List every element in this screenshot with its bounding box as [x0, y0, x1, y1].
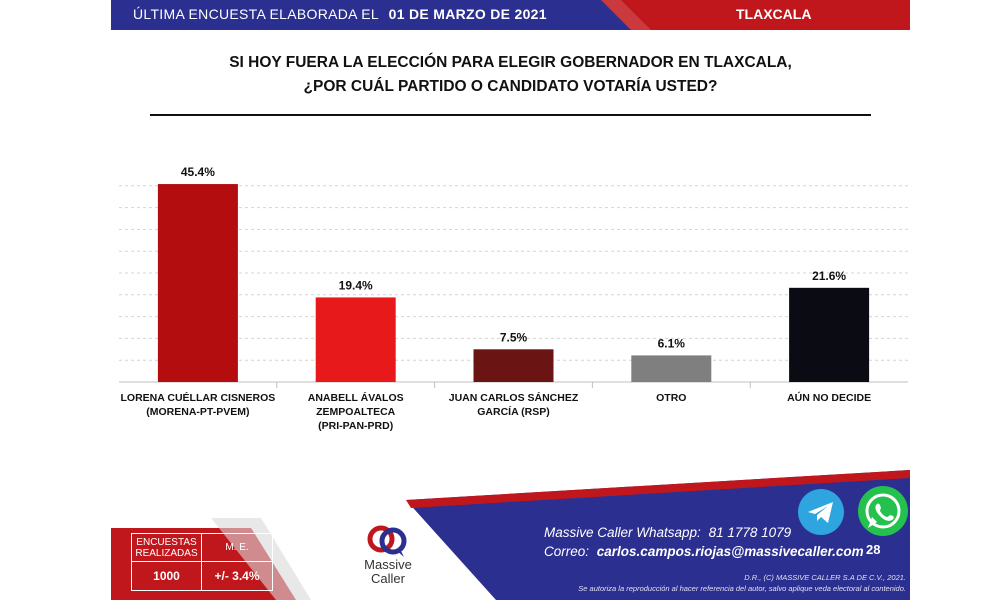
data-label-2: 19.4%: [339, 278, 373, 292]
bar-1: [157, 184, 238, 382]
header-text: ÚLTIMA ENCUESTA ELABORADA EL 01 DE MARZO…: [133, 6, 547, 22]
header-date: 01 DE MARZO DE 2021: [388, 6, 547, 22]
whatsapp-label: Massive Caller Whatsapp:: [544, 525, 701, 540]
category-label-2-line-2: ZEMPOALTECA: [316, 406, 396, 418]
page-number: 28: [866, 542, 881, 557]
bar-4: [631, 355, 712, 382]
email-link[interactable]: carlos.campos.riojas@massivecaller.com: [596, 544, 864, 559]
brand-line-2: Caller: [371, 571, 405, 586]
category-label-1-line-2: (MORENA-PT-PVEM): [146, 406, 249, 418]
question-title: SI HOY FUERA LA ELECCIÓN PARA ELEGIR GOB…: [111, 51, 910, 99]
header-region: TLAXCALA: [736, 6, 812, 22]
survey-count-header: ENCUESTAS REALIZADAS: [132, 534, 202, 562]
margin-error-header: M. E.: [202, 534, 272, 562]
category-label-1-line-1: LORENA CUÉLLAR CISNEROS: [121, 391, 276, 404]
category-label-3-line-1: JUAN CARLOS SÁNCHEZ: [449, 391, 579, 404]
question-line-2: ¿POR CUÁL PARTIDO O CANDIDATO VOTARÍA US…: [303, 78, 718, 95]
bar-chart: 45.4% LORENA CUÉLLAR CISNEROS (MORENA-PT-P…: [119, 165, 908, 432]
copyright: D.R., (C) MASSIVE CALLER S.A DE C.V., 20…: [744, 573, 906, 582]
category-label-5-line-1: AÚN NO DECIDE: [787, 391, 871, 404]
data-label-5: 21.6%: [812, 269, 846, 283]
header-prefix: ÚLTIMA ENCUESTA ELABORADA EL: [133, 6, 379, 22]
email-label: Correo:: [544, 544, 590, 559]
category-label-2-line-3: (PRI-PAN-PRD): [318, 420, 393, 432]
survey-count-header-line1: ENCUESTAS: [136, 537, 197, 548]
data-label-1: 45.4%: [181, 165, 215, 179]
bar-3: [473, 349, 554, 382]
disclaimer: Se autoriza la reproducción al hacer ref…: [578, 584, 906, 593]
data-label-4: 6.1%: [658, 336, 686, 350]
header-banner: [111, 0, 910, 30]
massive-caller-logo: [367, 525, 407, 557]
survey-count-header-line2: REALIZADAS: [135, 548, 198, 559]
brand-name: Massive Caller: [349, 558, 427, 586]
legal-text: D.R., (C) MASSIVE CALLER S.A DE C.V., 20…: [491, 572, 906, 594]
margin-error-value: +/- 3.4%: [214, 569, 260, 583]
question-line-1: SI HOY FUERA LA ELECCIÓN PARA ELEGIR GOB…: [229, 54, 792, 71]
footer-right-shape: [406, 470, 910, 600]
brand-line-1: Massive: [364, 557, 412, 572]
telegram-icon[interactable]: [797, 488, 845, 536]
bar-5: [789, 287, 870, 382]
whatsapp-line: Massive Caller Whatsapp: 81 1778 1079: [544, 525, 791, 540]
title-rule: [150, 114, 871, 116]
slide: ÚLTIMA ENCUESTA ELABORADA EL 01 DE MARZO…: [111, 0, 910, 600]
category-label-2-line-1: ANABELL ÁVALOS: [308, 391, 404, 404]
category-label-4-line-1: OTRO: [656, 392, 686, 404]
data-label-3: 7.5%: [500, 330, 528, 344]
email-line: Correo: carlos.campos.riojas@massivecall…: [544, 544, 864, 559]
bar-2: [315, 297, 396, 382]
whatsapp-icon[interactable]: [856, 484, 910, 540]
whatsapp-number[interactable]: 81 1778 1079: [708, 525, 792, 540]
footer-left-shape: [111, 518, 311, 600]
survey-table: ENCUESTAS REALIZADAS M. E. 1000 +/- 3.4%: [131, 533, 273, 591]
survey-count-value: 1000: [132, 562, 202, 590]
category-label-3-line-2: GARCÍA (RSP): [477, 405, 550, 418]
